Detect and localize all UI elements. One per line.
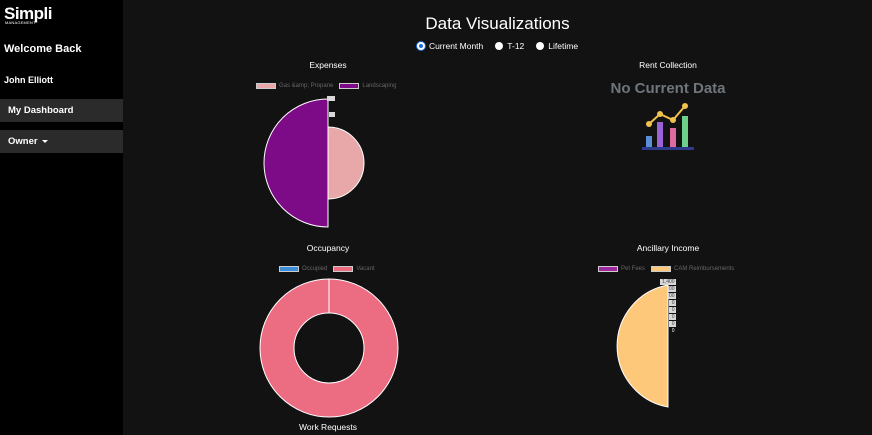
legend-item-gas[interactable]: Gas &amp; Propane bbox=[256, 83, 333, 89]
occupancy-title: Occupancy bbox=[306, 243, 350, 253]
slice-cam[interactable] bbox=[616, 284, 669, 408]
legend-label: Pet Fees bbox=[621, 266, 646, 272]
period-selector: Current Month T-12 Lifetime bbox=[123, 41, 872, 51]
nav-my-dashboard[interactable]: My Dashboard bbox=[0, 99, 123, 122]
ancillary-tick-labels: 1,400 00 00 0 0 0 0 0 bbox=[660, 279, 676, 335]
tick-mark bbox=[329, 112, 335, 117]
occupancy-legend: Occupied Vacant bbox=[279, 266, 375, 272]
tick-label: 00 bbox=[668, 293, 676, 299]
work-requests-title: Work Requests bbox=[299, 422, 357, 432]
legend-label: Gas &amp; Propane bbox=[279, 83, 334, 89]
tick-label: 0 bbox=[669, 300, 676, 306]
tick-label: 0 bbox=[669, 321, 676, 327]
radio-label: T-12 bbox=[507, 41, 525, 51]
occupancy-chart bbox=[259, 278, 399, 418]
legend-label: Landscaping bbox=[362, 83, 397, 89]
expenses-title: Expenses bbox=[309, 60, 347, 70]
legend-label: CAM Reimbursements bbox=[674, 266, 735, 272]
no-data-message: No Current Data bbox=[610, 80, 726, 97]
nav-my-dashboard-label: My Dashboard bbox=[8, 105, 74, 116]
nav-owner-dropdown[interactable]: Owner bbox=[0, 130, 123, 153]
expenses-chart bbox=[263, 96, 365, 228]
main-content: Data Visualizations Current Month T-12 L… bbox=[123, 0, 872, 435]
chart-icon bbox=[642, 103, 694, 150]
slice-landscaping[interactable] bbox=[263, 98, 329, 228]
brand-tagline: MANAGEMENT bbox=[5, 20, 36, 25]
ancillary-chart bbox=[616, 284, 669, 408]
radio-lifetime[interactable]: Lifetime bbox=[536, 41, 578, 51]
legend-item-pet-fees[interactable]: Pet Fees bbox=[598, 266, 645, 272]
tick-mark bbox=[327, 96, 335, 101]
page-title: Data Visualizations bbox=[425, 14, 570, 33]
ancillary-title: Ancillary Income bbox=[636, 243, 700, 253]
radio-unselected-icon bbox=[536, 42, 545, 50]
tick-label: 0 bbox=[669, 307, 676, 313]
expenses-legend: Gas &amp; Propane Landscaping bbox=[256, 83, 396, 89]
legend-item-occupied[interactable]: Occupied bbox=[279, 266, 327, 272]
ancillary-legend: Pet Fees CAM Reimbursements bbox=[598, 266, 734, 272]
brand-logo[interactable]: Simpli MANAGEMENT bbox=[4, 4, 64, 26]
tick-label: 0 bbox=[669, 314, 676, 320]
brand-name: Simpli bbox=[4, 4, 53, 23]
radio-unselected-icon bbox=[495, 42, 504, 50]
welcome-heading: Welcome Back bbox=[4, 43, 82, 55]
legend-item-vacant[interactable]: Vacant bbox=[333, 266, 375, 272]
rent-title: Rent Collection bbox=[639, 60, 697, 70]
user-name: John Elliott bbox=[4, 75, 53, 85]
radio-selected-icon bbox=[416, 42, 425, 50]
tick-label: 00 bbox=[668, 286, 676, 292]
radio-current-month[interactable]: Current Month bbox=[416, 41, 484, 51]
sidebar: Simpli MANAGEMENT Welcome Back John Elli… bbox=[0, 0, 123, 435]
legend-item-cam[interactable]: CAM Reimbursements bbox=[651, 266, 734, 272]
nav-owner-label: Owner bbox=[8, 136, 38, 147]
legend-label: Vacant bbox=[356, 266, 375, 272]
radio-t12[interactable]: T-12 bbox=[495, 41, 524, 51]
caret-down-icon bbox=[41, 139, 48, 143]
legend-label: Occupied bbox=[302, 266, 328, 272]
radio-label: Lifetime bbox=[548, 41, 579, 51]
tick-label: 0 bbox=[671, 328, 675, 334]
slice-gas[interactable] bbox=[327, 126, 365, 200]
legend-item-landscaping[interactable]: Landscaping bbox=[339, 83, 396, 89]
radio-label: Current Month bbox=[428, 41, 484, 51]
tick-label: 1,400 bbox=[660, 279, 676, 285]
